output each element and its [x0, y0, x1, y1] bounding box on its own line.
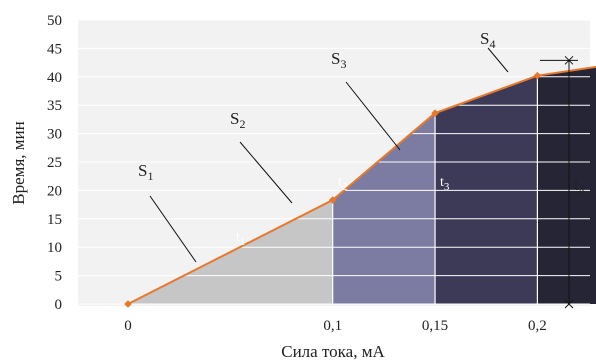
y-tick-label: 5	[55, 269, 63, 285]
x-axis-title: Сила тока, мА	[281, 342, 385, 361]
y-tick-label: 50	[47, 13, 62, 29]
region-leader-2	[239, 141, 293, 204]
region-label-1: S1	[138, 161, 153, 183]
y-tick-label: 0	[55, 297, 63, 313]
region-label-4: S4	[480, 29, 495, 51]
y-tick-label: 30	[47, 127, 62, 143]
time-label-4: t4	[574, 175, 585, 197]
x-tick-label: 0,2	[528, 318, 547, 334]
y-tick-label: 10	[47, 240, 62, 256]
time-label-3: t3	[440, 175, 450, 193]
time-label-2: t2	[338, 175, 347, 193]
y-tick-label: 45	[47, 41, 62, 57]
bracket-tick-cross-1	[564, 55, 574, 65]
x-tick-labels: 00,10,150,20,25	[124, 318, 547, 334]
data-point	[124, 300, 132, 308]
time-label-1: t1	[236, 230, 245, 248]
region-leader-3	[345, 81, 401, 151]
y-tick-label: 25	[47, 155, 62, 171]
data-point	[431, 109, 439, 117]
y-tick-labels: 0 5 10 15 20 25 30 35 40 45 50	[47, 13, 62, 313]
x-tick-label: 0	[124, 318, 132, 334]
y-tick-label: 35	[47, 98, 62, 114]
y-axis-title: Время, мин	[9, 121, 28, 204]
region-label-3: S3	[331, 49, 346, 71]
y-tick-label: 40	[47, 70, 62, 86]
x-tick-label: 0,15	[422, 318, 448, 334]
y-tick-label: 15	[47, 212, 62, 228]
region-4	[537, 66, 596, 304]
region-leader-4	[487, 47, 509, 73]
region-2	[332, 113, 436, 304]
region-label-2: S2	[230, 109, 245, 131]
region-leader-1	[149, 195, 197, 263]
x-tick-label: 0,1	[323, 318, 342, 334]
y-tick-label: 20	[47, 183, 62, 199]
region-3	[435, 75, 538, 304]
bracket-tick-cross-2	[564, 299, 574, 309]
series-line	[124, 65, 596, 308]
data-point	[533, 71, 542, 80]
data-point	[328, 196, 337, 204]
annotations: S1 S2 S3 S4 t1 t2 t3 t4	[138, 29, 585, 309]
gridlines	[78, 19, 590, 305]
